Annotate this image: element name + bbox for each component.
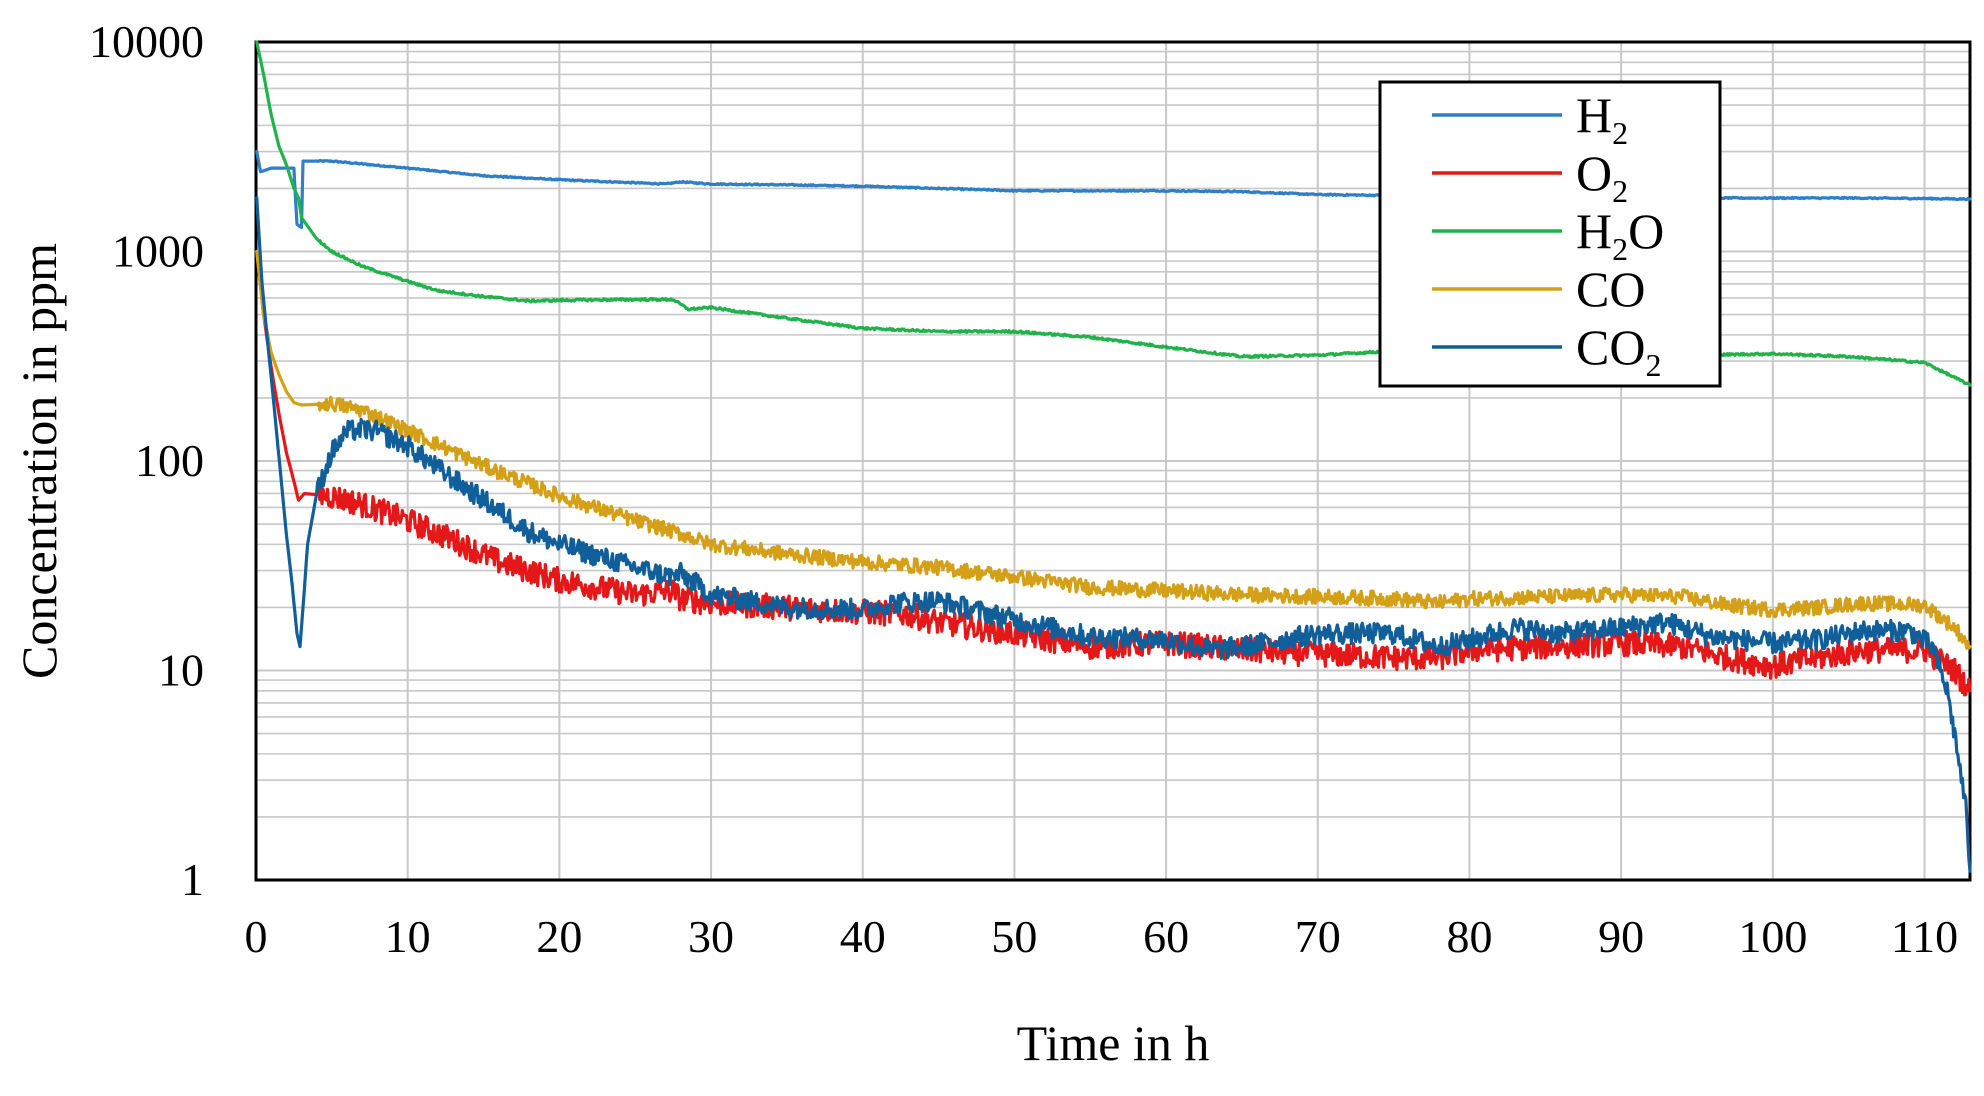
series-line-co	[255, 249, 1972, 650]
series-lines	[255, 40, 1972, 873]
x-tick-label: 20	[536, 911, 582, 962]
y-tick-label: 1000	[112, 226, 204, 277]
x-tick-label: 40	[840, 911, 886, 962]
y-tick-label: 1	[181, 854, 204, 905]
x-tick-label: 100	[1738, 911, 1807, 962]
series-line-co2	[255, 196, 1972, 873]
legend-box	[1378, 80, 1722, 388]
x-tick-label: 110	[1891, 911, 1958, 962]
x-tick-label: 60	[1143, 911, 1189, 962]
y-tick-label: 100	[135, 435, 204, 486]
plot-area-frame	[254, 40, 1972, 882]
legend-label-h2: H2	[1576, 87, 1628, 151]
x-tick-label: 70	[1295, 911, 1341, 962]
x-tick-label: 50	[991, 911, 1037, 962]
legend-label-co: CO	[1576, 261, 1645, 317]
legend-label-o2: O2	[1576, 145, 1628, 209]
x-tick-label: 10	[385, 911, 431, 962]
y-axis-title: Concentration in ppm	[11, 243, 67, 679]
x-tick-label: 80	[1446, 911, 1492, 962]
legend-label-co2: CO2	[1576, 319, 1661, 383]
y-tick-label: 10000	[89, 16, 204, 67]
y-tick-label: 10	[158, 645, 204, 696]
legend-label-h2o: H2O	[1576, 203, 1664, 267]
x-tick-label: 90	[1598, 911, 1644, 962]
x-axis-title: Time in h	[1017, 1015, 1210, 1071]
x-tick-label: 30	[688, 911, 734, 962]
x-tick-label: 0	[245, 911, 268, 962]
series-line-o2	[255, 249, 1972, 697]
